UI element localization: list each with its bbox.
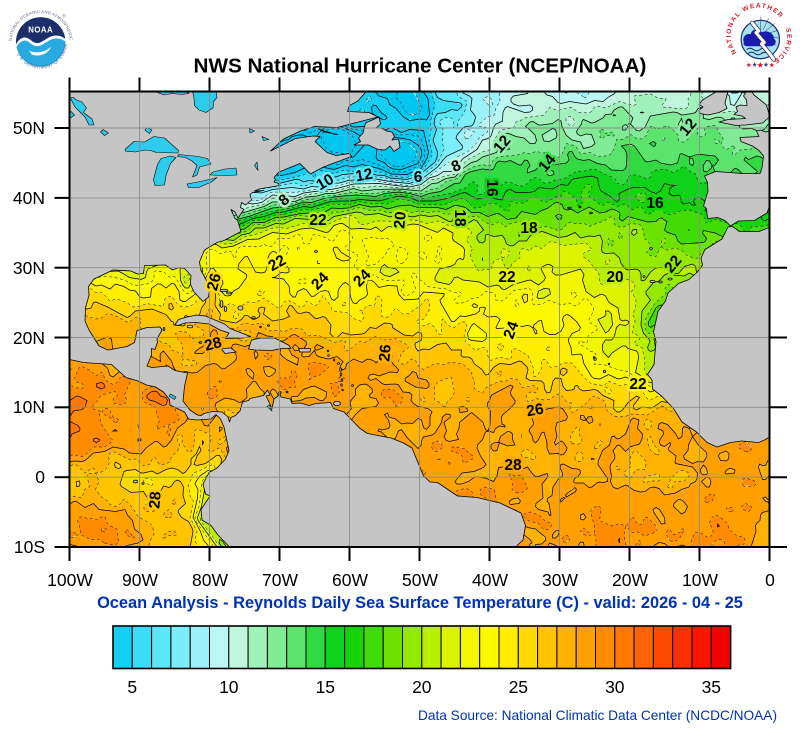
svg-text:70W: 70W [262,570,298,590]
svg-text:28: 28 [146,490,164,509]
svg-text:NOAA: NOAA [28,26,53,35]
svg-text:18: 18 [451,209,468,227]
svg-text:100W: 100W [47,570,93,590]
svg-text:30N: 30N [13,258,45,278]
svg-text:10W: 10W [682,570,718,590]
svg-text:0: 0 [765,570,775,590]
svg-text:35: 35 [702,677,721,697]
svg-text:12: 12 [354,166,374,186]
svg-text:20W: 20W [612,570,648,590]
svg-text:20N: 20N [13,328,45,348]
svg-text:60W: 60W [332,570,368,590]
svg-text:22: 22 [498,269,515,286]
svg-text:40W: 40W [472,570,508,590]
svg-text:50N: 50N [13,118,45,138]
svg-text:30W: 30W [542,570,578,590]
svg-text:26: 26 [376,343,394,362]
svg-text:20: 20 [391,211,409,230]
svg-text:NWS National Hurricane Center: NWS National Hurricane Center (NCEP/NOAA… [194,55,647,78]
svg-text:Ocean Analysis - Reynolds Dail: Ocean Analysis - Reynolds Daily Sea Surf… [97,594,743,612]
svg-text:20: 20 [606,269,623,286]
svg-text:5: 5 [127,677,137,697]
svg-text:90W: 90W [122,570,158,590]
svg-text:6: 6 [414,169,423,186]
svg-text:Data Source: National Climatic: Data Source: National Climatic Data Cent… [418,708,777,723]
svg-text:80W: 80W [192,570,228,590]
svg-text:10S: 10S [14,537,45,557]
svg-text:40N: 40N [13,188,45,208]
svg-text:16: 16 [646,195,664,212]
svg-text:10: 10 [219,677,239,697]
svg-text:22: 22 [266,252,289,275]
svg-text:28: 28 [504,457,522,474]
svg-text:0: 0 [35,467,45,487]
svg-text:26: 26 [525,401,545,421]
svg-text:18: 18 [520,220,538,237]
svg-text:®: ® [62,13,66,19]
svg-text:30: 30 [605,677,625,697]
svg-text:50W: 50W [402,570,438,590]
svg-text:20: 20 [412,677,432,697]
svg-text:22: 22 [309,212,326,229]
svg-text:10N: 10N [13,397,45,417]
svg-text:15: 15 [316,677,335,697]
svg-text:22: 22 [629,376,646,393]
svg-text:25: 25 [509,677,528,697]
svg-text:16: 16 [483,179,500,197]
